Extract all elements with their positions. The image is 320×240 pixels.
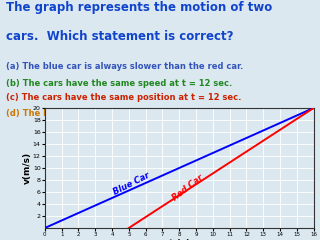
Text: (a) The blue car is always slower than the red car.: (a) The blue car is always slower than t…	[6, 62, 244, 72]
Text: (c) The cars have the same position at t = 12 sec.: (c) The cars have the same position at t…	[6, 93, 242, 102]
Text: (b) The cars have the same speed at t = 12 sec.: (b) The cars have the same speed at t = …	[6, 79, 233, 88]
Text: The graph represents the motion of two: The graph represents the motion of two	[6, 1, 273, 14]
X-axis label: t (s): t (s)	[169, 239, 190, 240]
Text: (d) The blue car has greater acceleration.: (d) The blue car has greater acceleratio…	[6, 109, 205, 118]
Text: Blue Car: Blue Car	[112, 171, 151, 197]
Y-axis label: v(m/s): v(m/s)	[22, 152, 31, 184]
Text: cars.  Which statement is correct?: cars. Which statement is correct?	[6, 30, 234, 43]
Text: Red Car: Red Car	[171, 174, 205, 203]
